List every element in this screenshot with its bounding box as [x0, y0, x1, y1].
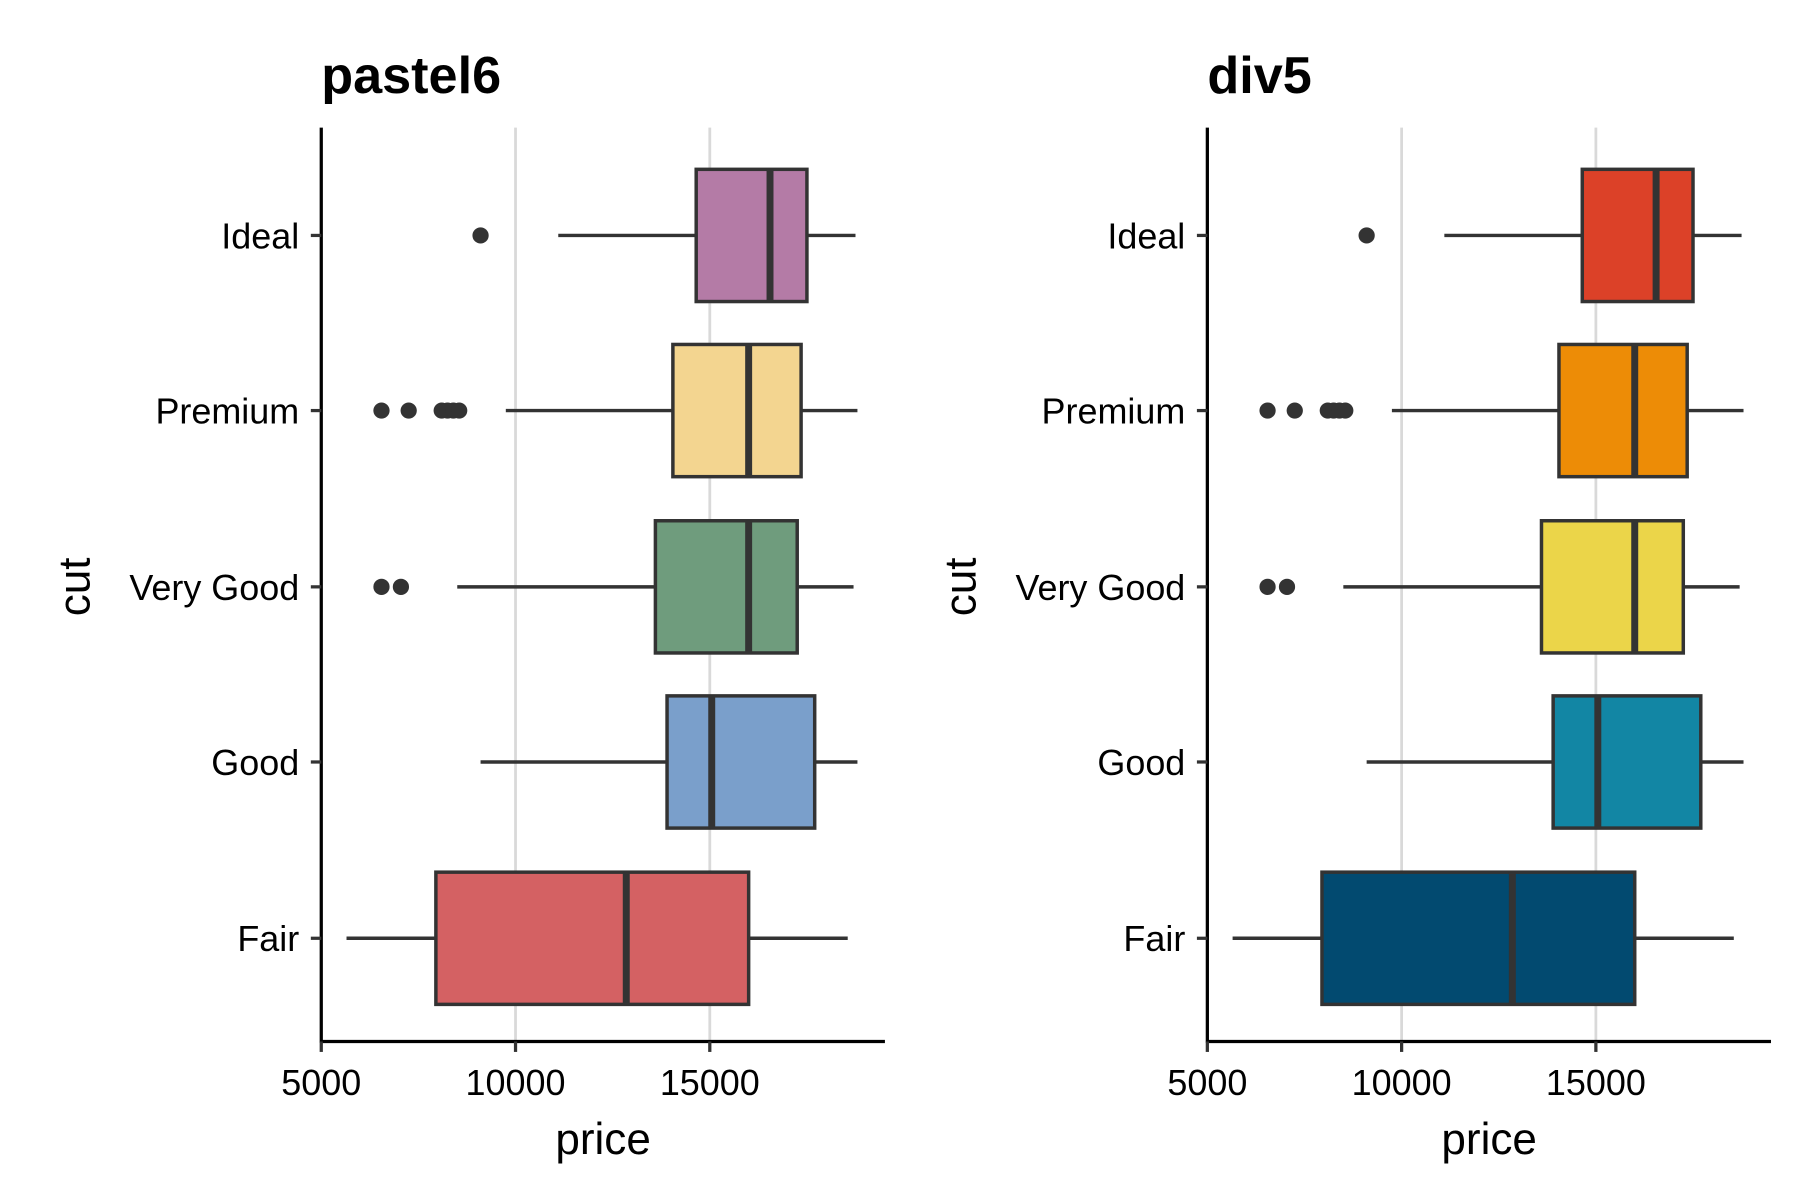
outlier-point — [1286, 402, 1303, 419]
y-axis-title: cut — [50, 557, 99, 616]
x-axis-title: price — [555, 1115, 651, 1164]
outlier-point — [400, 402, 417, 419]
y-tick-label: Premium — [1042, 391, 1186, 432]
x-tick-label: 15000 — [660, 1062, 760, 1103]
outlier-point — [373, 578, 390, 595]
panel-1: Ideal Premium Very Good Good Fair 5000 10000 15… — [936, 47, 1772, 1164]
iqr-box — [434, 870, 751, 1007]
box-fair — [346, 870, 848, 1007]
y-tick-label: Very Good — [129, 567, 299, 608]
outlier-point — [1337, 402, 1354, 419]
y-tick-label: Good — [211, 742, 299, 783]
iqr-box — [1539, 519, 1686, 655]
y-tick-label: Very Good — [1015, 567, 1185, 608]
box-good — [480, 694, 858, 830]
box-premium — [1259, 342, 1744, 479]
outlier-point — [472, 227, 489, 244]
x-tick-label: 10000 — [466, 1062, 566, 1103]
iqr-box — [694, 167, 809, 304]
iqr-box — [1320, 870, 1637, 1007]
iqr-box — [653, 519, 799, 655]
outlier-point — [392, 578, 410, 595]
iqr-box — [1551, 694, 1703, 830]
outlier-point — [1259, 402, 1276, 419]
outlier-point — [1278, 578, 1296, 595]
box-very-good — [1259, 519, 1740, 655]
panel-title: pastel6 — [321, 47, 501, 105]
iqr-box — [665, 694, 817, 830]
outlier-point — [451, 402, 468, 419]
x-tick-label: 5000 — [1167, 1062, 1247, 1103]
y-tick-label: Ideal — [1107, 215, 1185, 256]
panel-title: div5 — [1207, 47, 1311, 105]
box-very-good — [373, 519, 854, 655]
x-tick-label: 10000 — [1352, 1062, 1452, 1103]
x-axis-title: price — [1441, 1115, 1537, 1164]
y-tick-label: Premium — [155, 391, 299, 432]
x-tick-label: 15000 — [1546, 1062, 1646, 1103]
iqr-box — [1557, 342, 1689, 479]
y-tick-label: Good — [1097, 742, 1185, 783]
box-ideal — [472, 167, 856, 304]
outlier-point — [1358, 227, 1375, 244]
y-tick-label: Fair — [237, 918, 299, 959]
box-ideal — [1358, 167, 1742, 304]
box-fair — [1232, 870, 1734, 1007]
y-tick-label: Fair — [1123, 918, 1185, 959]
outlier-point — [1259, 578, 1276, 595]
y-tick-label: Ideal — [221, 215, 299, 256]
outlier-point — [373, 402, 390, 419]
iqr-box — [1580, 167, 1695, 304]
panel-0: Ideal Premium Very Good Good Fair 5000 10000 15… — [50, 47, 885, 1164]
x-tick-label: 5000 — [281, 1062, 361, 1103]
box-premium — [373, 342, 858, 479]
iqr-box — [671, 342, 803, 479]
box-good — [1366, 694, 1744, 830]
y-axis-title: cut — [936, 557, 985, 616]
